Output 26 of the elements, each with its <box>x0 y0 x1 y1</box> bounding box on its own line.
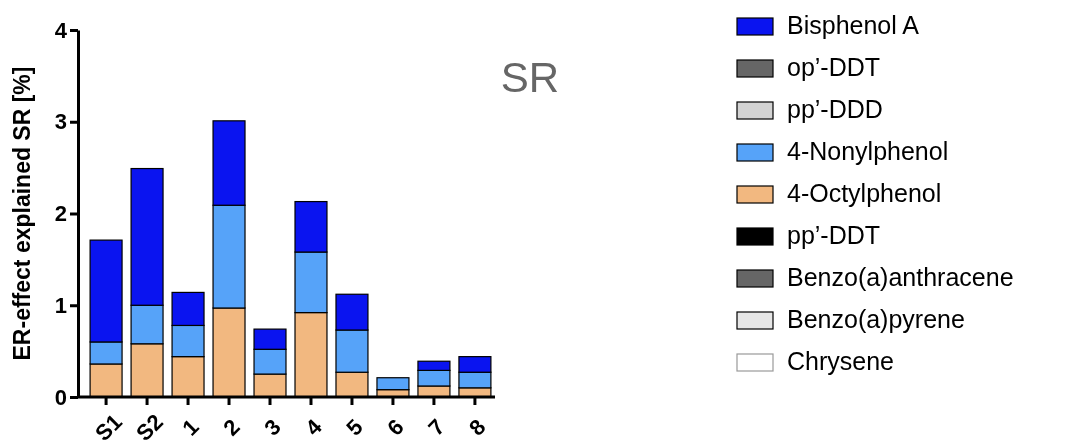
x-tick-label: 8 <box>464 414 491 441</box>
y-axis-title: ER-effect explained SR [%] <box>9 66 35 361</box>
x-tick-label: 4 <box>300 413 328 441</box>
y-tick-label: 2 <box>54 201 67 227</box>
legend-label: pp’-DDT <box>787 221 881 249</box>
x-tick-label: 5 <box>341 414 368 441</box>
x-tick-label: 7 <box>423 414 450 441</box>
legend-label: Bisphenol A <box>787 11 920 39</box>
x-tick-label: 3 <box>259 414 286 441</box>
y-tick-label: 3 <box>54 109 67 135</box>
legend-label: 4-Nonylphenol <box>787 137 949 165</box>
y-tick-label: 4 <box>54 17 68 43</box>
x-tick-label: 1 <box>177 414 204 441</box>
y-tick-label: 0 <box>54 384 67 410</box>
legend-label: op’-DDT <box>787 53 881 81</box>
y-tick-label: 1 <box>54 292 67 318</box>
x-tick-label: 6 <box>382 414 409 441</box>
legend-label: 4-Octylphenol <box>787 179 942 207</box>
legend-label: Benzo(a)anthracene <box>787 263 1014 291</box>
text: SR <box>500 54 560 101</box>
x-tick-label: S1 <box>90 409 127 446</box>
x-tick-label: S2 <box>131 409 168 446</box>
legend-label: Chrysene <box>787 347 894 375</box>
x-tick-label: 2 <box>218 414 245 441</box>
legend-label: Benzo(a)pyrene <box>787 305 965 333</box>
legend-label: pp’-DDD <box>787 95 883 123</box>
